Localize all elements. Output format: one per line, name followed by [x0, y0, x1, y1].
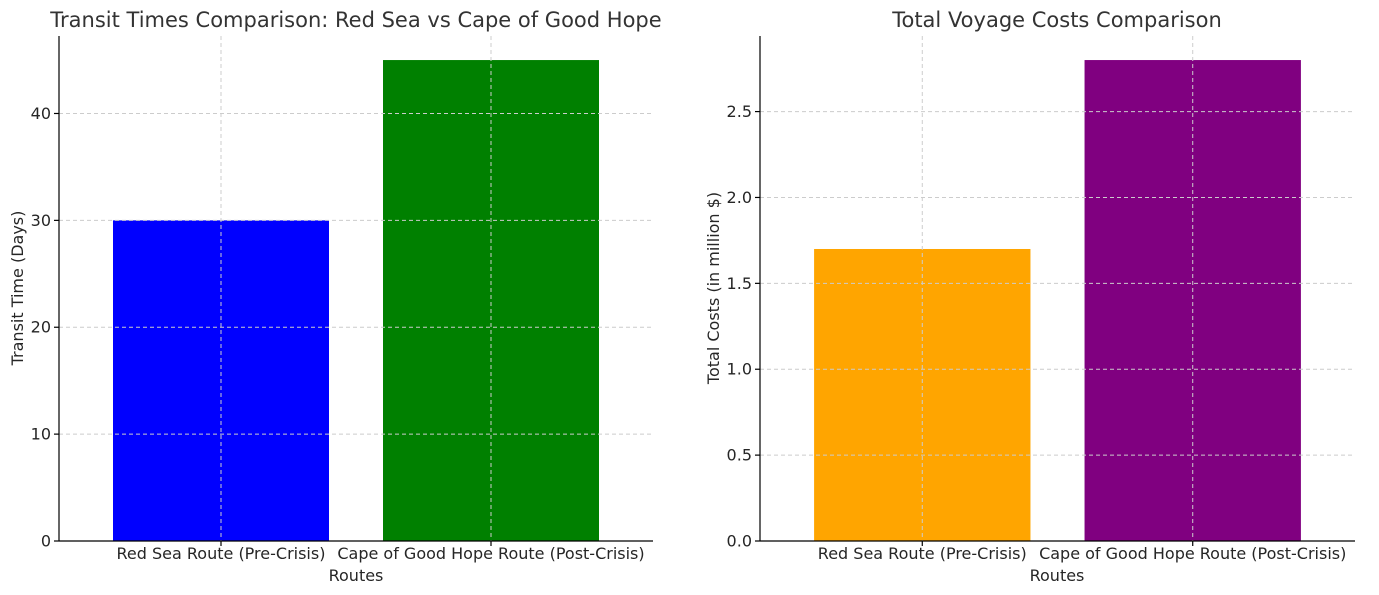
- x-tick-label: Cape of Good Hope Route (Post-Crisis): [1039, 544, 1346, 563]
- x-tick-label: Red Sea Route (Pre-Crisis): [117, 544, 326, 563]
- x-axis-label: Routes: [329, 566, 384, 585]
- y-axis-label: Total Costs (in million $): [704, 192, 723, 385]
- bar: [1084, 60, 1301, 542]
- x-axis-label: Routes: [1030, 566, 1085, 585]
- y-tick-label: 0.0: [727, 532, 752, 551]
- chart-title: Transit Times Comparison: Red Sea vs Cap…: [49, 8, 661, 32]
- x-tick-label: Cape of Good Hope Route (Post-Crisis): [337, 544, 644, 563]
- x-tick-label: Red Sea Route (Pre-Crisis): [818, 544, 1027, 563]
- bar: [383, 60, 599, 542]
- transit-times-chart: Transit Times Comparison: Red Sea vs Cap…: [8, 8, 662, 585]
- y-tick-label: 0.5: [727, 446, 752, 465]
- y-tick-label: 0: [41, 532, 51, 551]
- y-tick-label: 20: [31, 318, 51, 337]
- y-tick-label: 2.0: [727, 188, 752, 207]
- y-tick-label: 2.5: [727, 102, 752, 121]
- y-tick-label: 1.5: [727, 274, 752, 293]
- chart-title: Total Voyage Costs Comparison: [891, 8, 1222, 32]
- y-tick-label: 40: [31, 104, 51, 123]
- voyage-costs-chart: Total Voyage Costs Comparison Routes Tot…: [704, 8, 1355, 585]
- y-tick-label: 30: [31, 211, 51, 230]
- y-tick-label: 10: [31, 425, 51, 444]
- y-tick-label: 1.0: [727, 360, 752, 379]
- y-axis-label: Transit Time (Days): [8, 211, 27, 367]
